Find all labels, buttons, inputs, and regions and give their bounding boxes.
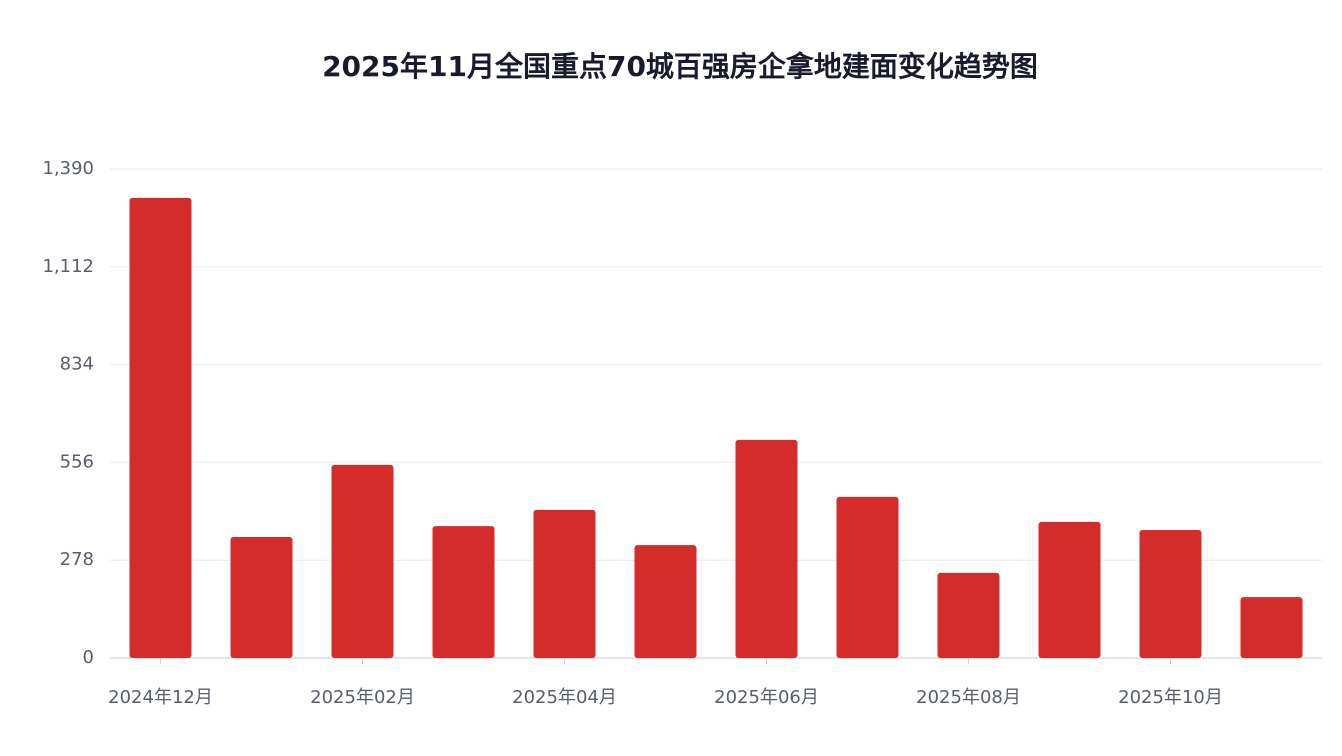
chart-title: 2025年11月全国重点70城百强房企拿地建面变化趋势图 bbox=[322, 50, 1038, 83]
bar bbox=[937, 572, 1000, 658]
x-tick-label: 2025年02月 bbox=[310, 687, 415, 708]
bar bbox=[836, 496, 899, 658]
y-tick-label: 834 bbox=[60, 354, 94, 375]
x-tick-label: 2025年10月 bbox=[1118, 687, 1223, 708]
y-tick-label: 278 bbox=[60, 549, 94, 570]
bar bbox=[331, 464, 394, 658]
x-tick-label: 2024年12月 bbox=[108, 687, 213, 708]
y-tick-label: 556 bbox=[60, 451, 94, 472]
y-tick-label: 0 bbox=[83, 647, 94, 668]
bar bbox=[1139, 529, 1202, 658]
bar bbox=[230, 536, 293, 658]
bar bbox=[432, 526, 495, 658]
bar bbox=[634, 545, 697, 658]
y-tick-label: 1,390 bbox=[42, 158, 94, 179]
y-tick-label: 1,112 bbox=[42, 256, 94, 277]
x-tick-label: 2025年06月 bbox=[714, 687, 819, 708]
bar bbox=[533, 509, 596, 658]
bar bbox=[129, 197, 192, 659]
x-tick-label: 2025年04月 bbox=[512, 687, 617, 708]
bar bbox=[735, 439, 798, 658]
bar bbox=[1240, 597, 1303, 658]
x-tick-label: 2025年08月 bbox=[916, 687, 1021, 708]
bar bbox=[1038, 521, 1101, 658]
